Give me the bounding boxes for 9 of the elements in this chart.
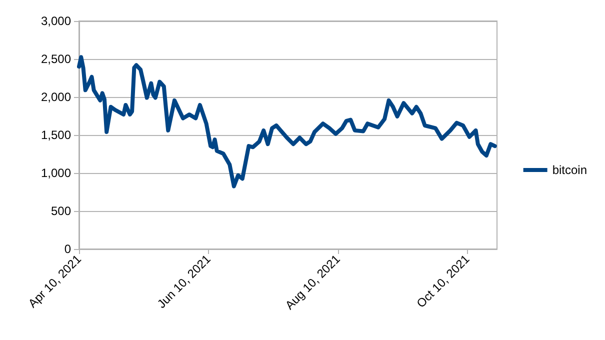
y-tick-label: 1,500 bbox=[40, 128, 72, 142]
y-tick-label: 2,000 bbox=[40, 90, 72, 104]
y-tick-label: 3,000 bbox=[40, 14, 72, 28]
y-tick-label: 2,500 bbox=[40, 52, 72, 66]
y-tick-label: 0 bbox=[64, 242, 72, 256]
y-tick-label: 500 bbox=[50, 204, 72, 218]
y-tick-label: 1,000 bbox=[40, 166, 72, 180]
legend-label: bitcoin bbox=[552, 163, 587, 177]
line-series bbox=[77, 55, 497, 188]
